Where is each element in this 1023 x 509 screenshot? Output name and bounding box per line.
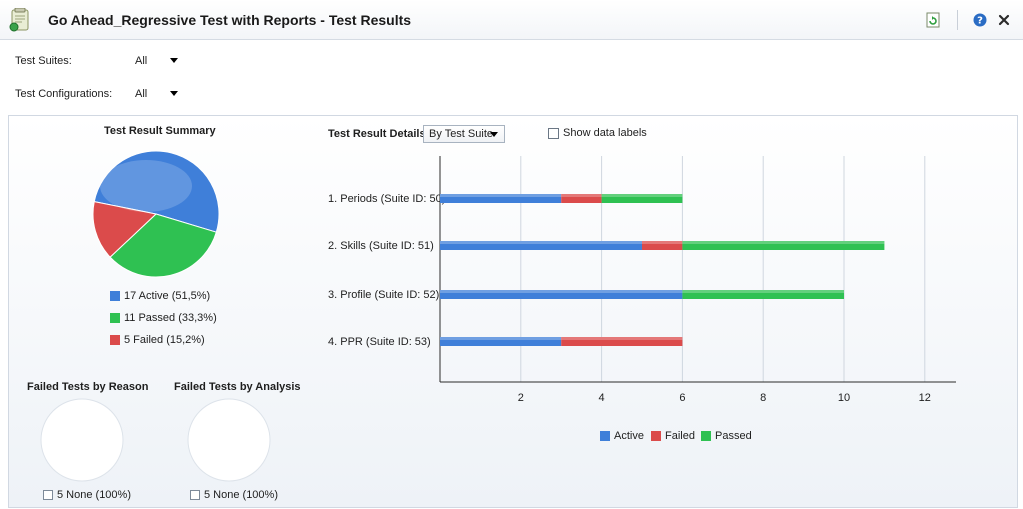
test-suites-value: All bbox=[135, 55, 148, 67]
summary-legend-failed: 5 Failed (15,2%) bbox=[110, 334, 205, 346]
failed-by-analysis-title: Failed Tests by Analysis bbox=[174, 381, 301, 393]
bar-segment-failed[interactable] bbox=[642, 241, 683, 250]
legend-label-failed: 5 Failed (15,2%) bbox=[124, 334, 205, 346]
bar-highlight bbox=[561, 194, 602, 197]
test-suites-filter: Test Suites: All bbox=[15, 51, 215, 71]
chevron-down-icon bbox=[490, 132, 498, 137]
bar-highlight bbox=[440, 194, 562, 197]
group-by-value: By Test Suite bbox=[429, 128, 493, 140]
test-configurations-dropdown[interactable]: All bbox=[135, 84, 195, 104]
failed-by-reason-pie bbox=[40, 398, 124, 482]
bar-highlight bbox=[682, 290, 844, 293]
y-category-label: 1. Periods (Suite ID: 50) bbox=[328, 193, 445, 205]
pie-highlight bbox=[100, 160, 192, 212]
legend-swatch-active bbox=[110, 291, 120, 301]
details-legend-passed: Passed bbox=[701, 430, 752, 442]
test-configurations-label: Test Configurations: bbox=[15, 88, 113, 100]
report-document-icon bbox=[9, 7, 31, 32]
details-legend-failed: Failed bbox=[651, 430, 695, 442]
legend-swatch-passed bbox=[701, 431, 711, 441]
window-title: Go Ahead_Regressive Test with Reports - … bbox=[48, 12, 412, 28]
x-tick-label: 6 bbox=[679, 392, 685, 404]
summary-legend-passed: 11 Passed (33,3%) bbox=[110, 312, 217, 324]
bar-highlight bbox=[561, 337, 683, 340]
svg-text:?: ? bbox=[977, 16, 983, 27]
x-tick-label: 10 bbox=[838, 392, 850, 404]
legend-swatch-failed bbox=[651, 431, 661, 441]
legend-label-passed: 11 Passed (33,3%) bbox=[124, 312, 217, 324]
checkbox-box[interactable] bbox=[548, 127, 559, 139]
close-icon[interactable] bbox=[996, 11, 1012, 29]
bar-segment-active[interactable] bbox=[440, 194, 562, 203]
legend-swatch-none bbox=[190, 490, 200, 500]
bar-highlight bbox=[440, 337, 562, 340]
pie-slice-active bbox=[93, 150, 220, 233]
bar-highlight bbox=[440, 241, 642, 244]
chevron-down-icon bbox=[170, 91, 178, 96]
legend-label-active: 17 Active (51,5%) bbox=[124, 290, 211, 302]
refresh-icon[interactable] bbox=[925, 11, 941, 29]
bar-segment-failed[interactable] bbox=[561, 337, 683, 346]
x-tick-label: 2 bbox=[518, 392, 524, 404]
failed-by-analysis-pie bbox=[187, 398, 271, 482]
show-data-labels-checkbox[interactable]: Show data labels bbox=[548, 127, 647, 139]
details-legend-label-failed: Failed bbox=[665, 430, 695, 442]
x-tick-label: 8 bbox=[760, 392, 766, 404]
failed-by-reason-title: Failed Tests by Reason bbox=[27, 381, 149, 393]
x-tick-label: 4 bbox=[599, 392, 605, 404]
bar-highlight bbox=[440, 290, 683, 293]
details-legend-label-active: Active bbox=[614, 430, 644, 442]
y-category-label: 3. Profile (Suite ID: 52) bbox=[328, 289, 439, 301]
bar-segment-failed[interactable] bbox=[561, 194, 602, 203]
y-category-label: 4. PPR (Suite ID: 53) bbox=[328, 336, 431, 348]
summary-pie-chart bbox=[92, 150, 220, 278]
bar-segment-passed[interactable] bbox=[601, 194, 683, 203]
bar-segment-active[interactable] bbox=[440, 337, 562, 346]
help-icon[interactable]: ? bbox=[972, 11, 988, 29]
bar-highlight bbox=[682, 241, 885, 244]
window-title-bar: Go Ahead_Regressive Test with Reports - … bbox=[0, 0, 1023, 40]
details-title: Test Result Details bbox=[328, 128, 426, 140]
test-suites-dropdown[interactable]: All bbox=[135, 51, 195, 71]
failed-by-reason-legend-label: 5 None (100%) bbox=[57, 489, 131, 501]
details-legend-label-passed: Passed bbox=[715, 430, 752, 442]
details-legend-active: Active bbox=[600, 430, 644, 442]
bar-segment-passed[interactable] bbox=[682, 241, 885, 250]
show-data-labels-label: Show data labels bbox=[563, 127, 647, 139]
x-tick-label: 12 bbox=[919, 392, 931, 404]
group-by-dropdown[interactable]: By Test Suite bbox=[423, 125, 505, 143]
y-category-label: 2. Skills (Suite ID: 51) bbox=[328, 240, 434, 252]
bar-segment-active[interactable] bbox=[440, 290, 683, 299]
bar-segment-active[interactable] bbox=[440, 241, 642, 250]
failed-by-analysis-legend: 5 None (100%) bbox=[190, 489, 278, 501]
summary-title: Test Result Summary bbox=[104, 125, 216, 137]
test-configurations-filter: Test Configurations: All bbox=[15, 84, 215, 104]
failed-by-reason-legend: 5 None (100%) bbox=[43, 489, 131, 501]
bar-highlight bbox=[642, 241, 683, 244]
legend-swatch-none bbox=[43, 490, 53, 500]
bar-segment-passed[interactable] bbox=[682, 290, 844, 299]
bar-highlight bbox=[601, 194, 683, 197]
failed-by-analysis-legend-label: 5 None (100%) bbox=[204, 489, 278, 501]
chevron-down-icon bbox=[170, 58, 178, 63]
toolbar-separator bbox=[957, 10, 958, 30]
summary-legend-active: 17 Active (51,5%) bbox=[110, 290, 210, 302]
legend-swatch-active bbox=[600, 431, 610, 441]
legend-swatch-passed bbox=[110, 313, 120, 323]
test-result-details-chart: 2 4 6 8 10 12 1. Periods (Suite ID: 50) 2. Skil… bbox=[328, 156, 956, 404]
test-suites-label: Test Suites: bbox=[15, 55, 72, 67]
pie-slice-failed bbox=[92, 201, 158, 258]
legend-swatch-failed bbox=[110, 335, 120, 345]
test-configurations-value: All bbox=[135, 88, 148, 100]
pie-slice-passed bbox=[109, 213, 217, 278]
